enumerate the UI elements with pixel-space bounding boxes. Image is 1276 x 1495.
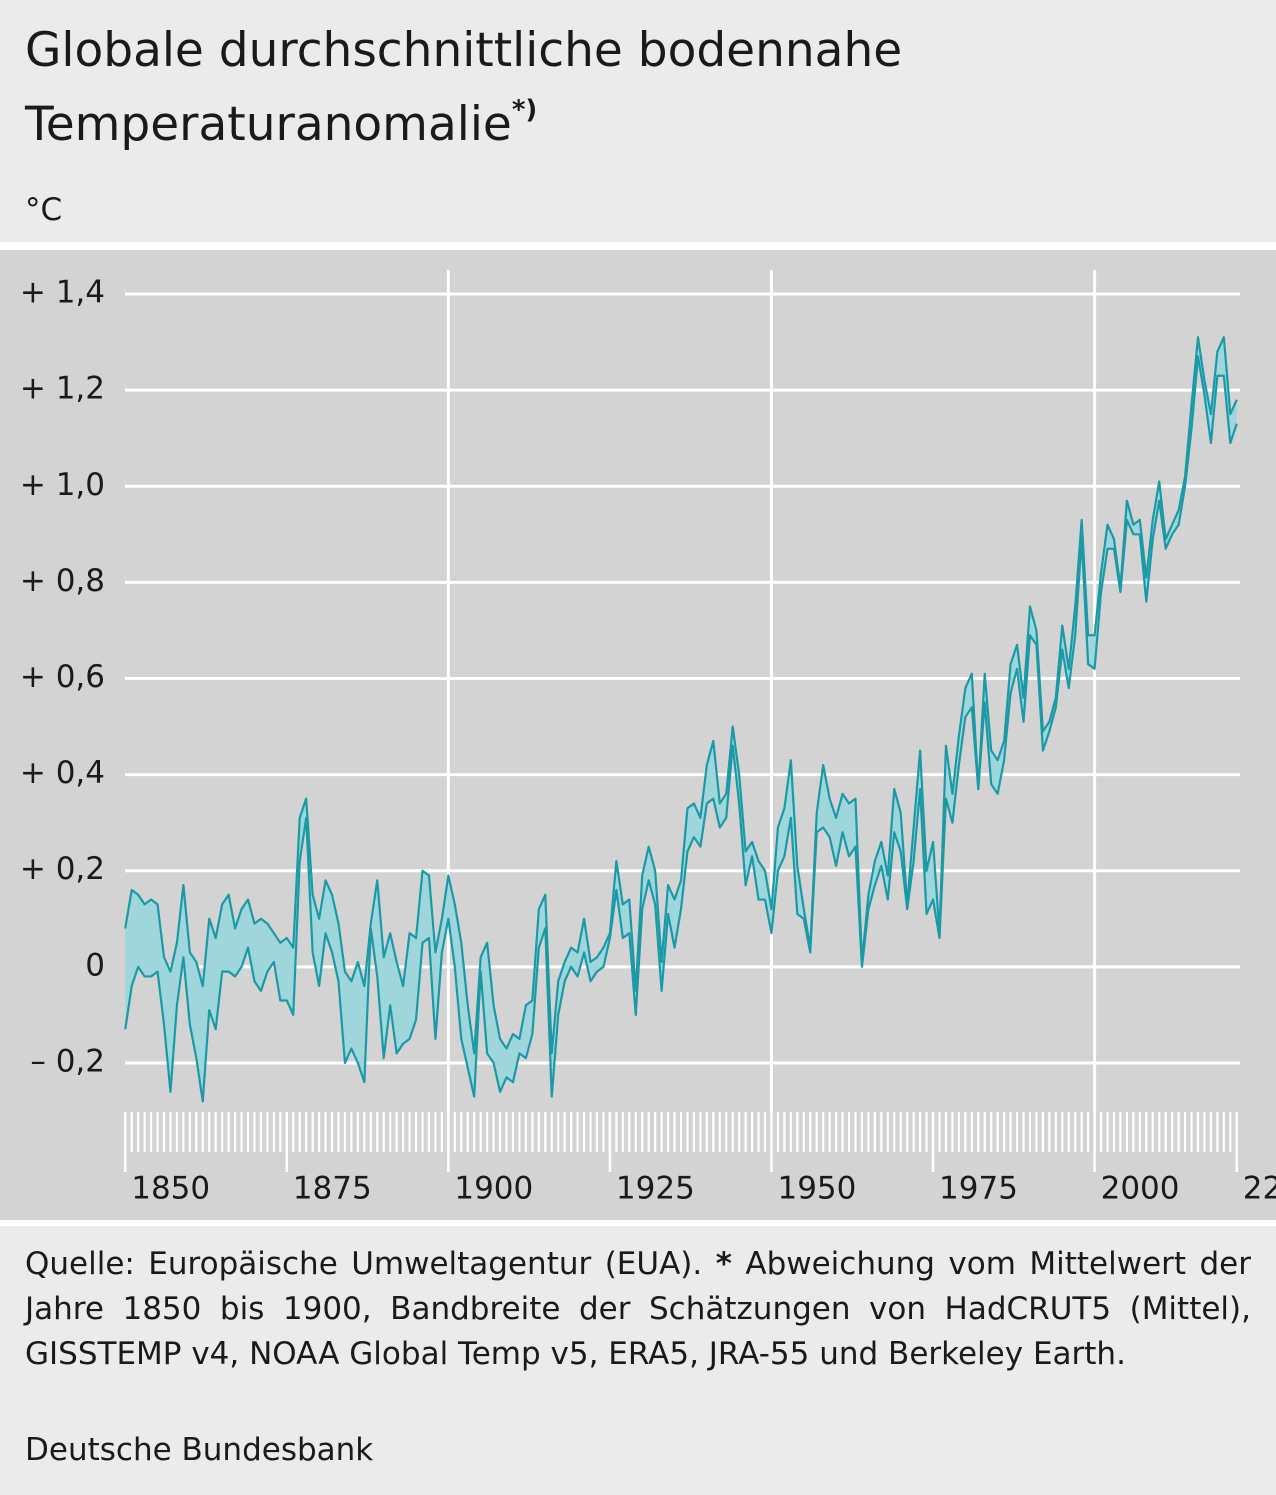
separator bbox=[0, 1220, 1276, 1226]
x-tick-label: 1900 bbox=[454, 1171, 533, 1207]
x-tick-label: 1975 bbox=[939, 1171, 1018, 1207]
publisher: Deutsche Bundesbank bbox=[25, 1432, 374, 1468]
header: Globale durchschnittliche bodennahe Temp… bbox=[0, 0, 1276, 242]
title-note: *) bbox=[511, 95, 538, 125]
y-tick-label: + 0,2 bbox=[20, 851, 105, 887]
x-tick-label: 1925 bbox=[616, 1171, 695, 1207]
separator bbox=[0, 242, 1276, 250]
x-tick-label: 2000 bbox=[1101, 1171, 1180, 1207]
x-tick-label: 1875 bbox=[293, 1171, 372, 1207]
footnote: Quelle: Europäische Umweltagentur (EUA).… bbox=[25, 1242, 1251, 1377]
band-line bbox=[124, 355, 1238, 1103]
y-tick-label: + 0,4 bbox=[20, 755, 105, 791]
y-tick-label: + 1,2 bbox=[20, 371, 105, 407]
y-tick-label: – 0,2 bbox=[30, 1043, 105, 1079]
x-tick-label: 1950 bbox=[777, 1171, 856, 1207]
source: Quelle: Europäische Umweltagentur (EUA). bbox=[25, 1246, 703, 1282]
band-line bbox=[124, 336, 1238, 1055]
plot-background bbox=[0, 250, 1276, 1220]
y-tick-label: + 1,4 bbox=[20, 275, 105, 311]
y-tick-label: + 0,8 bbox=[20, 563, 105, 599]
title-text: Globale durchschnittliche bodennahe Temp… bbox=[25, 23, 903, 152]
y-tick-label: 0 bbox=[85, 947, 105, 983]
note: Abweichung vom Mittelwert der Jahre 1850… bbox=[25, 1246, 1251, 1372]
y-tick-label: + 1,0 bbox=[20, 467, 105, 503]
chart-title: Globale durchschnittliche bodennahe Temp… bbox=[25, 14, 945, 162]
x-tick-label: 22 bbox=[1243, 1171, 1276, 1207]
unit-label: °C bbox=[25, 192, 63, 228]
x-tick-label: 1850 bbox=[131, 1171, 210, 1207]
y-tick-label: + 0,6 bbox=[20, 659, 105, 695]
chart: – 0,2 0 + 0,2 + 0,4 + 0,6 + 0,8 + 1,0 + 1,2 + 1,… bbox=[0, 250, 1276, 1220]
note-marker: * bbox=[715, 1246, 732, 1282]
